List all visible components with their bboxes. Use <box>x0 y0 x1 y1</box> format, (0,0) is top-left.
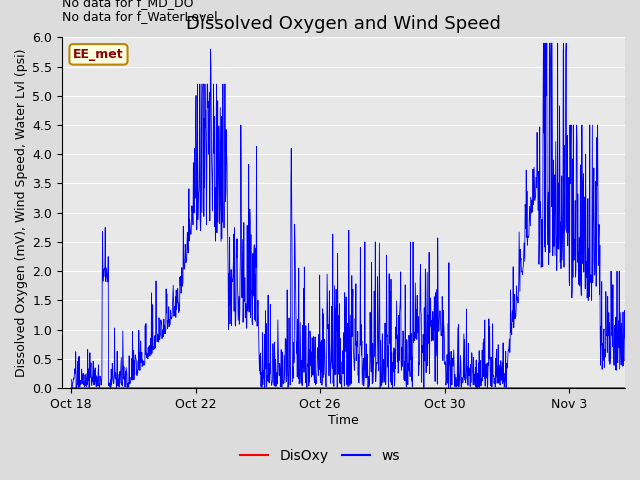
Text: No data for f_MD_DO: No data for f_MD_DO <box>62 0 193 9</box>
Text: No data for f_WaterLevel: No data for f_WaterLevel <box>62 10 218 23</box>
Legend: DisOxy, ws: DisOxy, ws <box>235 443 405 468</box>
X-axis label: Time: Time <box>328 414 359 427</box>
Text: EE_met: EE_met <box>73 48 124 61</box>
Y-axis label: Dissolved Oxygen (mV), Wind Speed, Water Lvl (psi): Dissolved Oxygen (mV), Wind Speed, Water… <box>15 48 28 377</box>
Title: Dissolved Oxygen and Wind Speed: Dissolved Oxygen and Wind Speed <box>186 15 501 33</box>
